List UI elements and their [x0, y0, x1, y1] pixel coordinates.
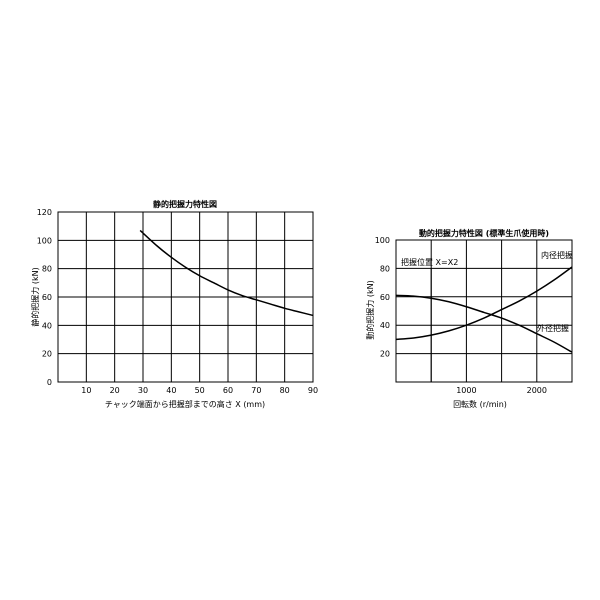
c1-y-tick-label: 0	[47, 378, 52, 387]
chart2-grid	[395, 239, 573, 383]
chart2-annotation-inner-grip: 内径把握	[541, 250, 573, 260]
c1-y-tick-label: 40	[42, 321, 52, 330]
chart2-y-axis-label: 動的把握力 (kN)	[365, 280, 375, 339]
chart1-y-axis-label: 静的把握力 (kN)	[30, 267, 40, 326]
c2-y-tick-label: 80	[380, 264, 390, 273]
c1-x-tick-label: 40	[166, 386, 176, 395]
c2-y-tick-label: 40	[380, 321, 390, 330]
c1-x-tick-label: 60	[223, 386, 233, 395]
c1-x-tick-label: 80	[280, 386, 290, 395]
c2-plot-frame	[395, 239, 573, 383]
chart1-x-ticks: 10 20 30 40 50 60 70 80 90	[81, 386, 318, 395]
chart2-x-axis-label: 回転数 (r/min)	[453, 399, 507, 409]
c2-x-tick-label: 1000	[456, 386, 476, 395]
chart2-annotation-grip-position: 把握位置 X=X2	[401, 257, 458, 267]
chart2-annotation-outer-grip: 外径把握	[537, 323, 569, 333]
chart2-series	[395, 266, 573, 382]
c2-series-line-0	[395, 266, 573, 341]
c1-series-line-0	[139, 229, 314, 317]
c1-y-tick-label: 100	[37, 236, 52, 245]
c1-x-tick-label: 90	[308, 386, 318, 395]
chart1-series	[139, 229, 314, 317]
chart1-grid	[57, 211, 314, 383]
c1-y-tick-label: 20	[42, 350, 52, 359]
c1-x-tick-label: 70	[251, 386, 261, 395]
c1-y-tick-label: 80	[42, 265, 52, 274]
c2-x-tick-label: 2000	[527, 386, 547, 395]
c1-x-tick-label: 10	[81, 386, 91, 395]
chart2-x-ticks: 1000 2000	[456, 386, 547, 395]
chart2-title: 動的把握力特性図 (標準生爪使用時)	[419, 228, 549, 238]
chart1-title: 静的把握力特性図	[153, 199, 217, 209]
c1-y-tick-label: 120	[37, 208, 52, 217]
c2-y-tick-label: 60	[380, 293, 390, 302]
chart2-y-ticks: 20 40 60 80 100	[375, 236, 390, 359]
c2-series-line-1	[395, 294, 573, 353]
dynamic-grip-chart: 動的把握力特性図 (標準生爪使用時) 1000 2000 20406080100 …	[365, 228, 573, 409]
c2-y-tick-label: 100	[375, 236, 390, 245]
c1-y-tick-label: 60	[42, 293, 52, 302]
chart1-x-axis-label: チャック端面から把握部までの高さ X (mm)	[105, 399, 265, 409]
c1-x-tick-label: 30	[138, 386, 148, 395]
static-grip-chart: 静的把握力特性図 10 20 30 40 50 60 70 80 90 0 20 40 60 80 100…	[30, 199, 318, 409]
chart1-y-ticks: 0 20 40 60 80 100 120	[37, 208, 52, 387]
c2-y-tick-label: 20	[380, 350, 390, 359]
c1-x-tick-label: 20	[110, 386, 120, 395]
c1-x-tick-label: 50	[195, 386, 205, 395]
